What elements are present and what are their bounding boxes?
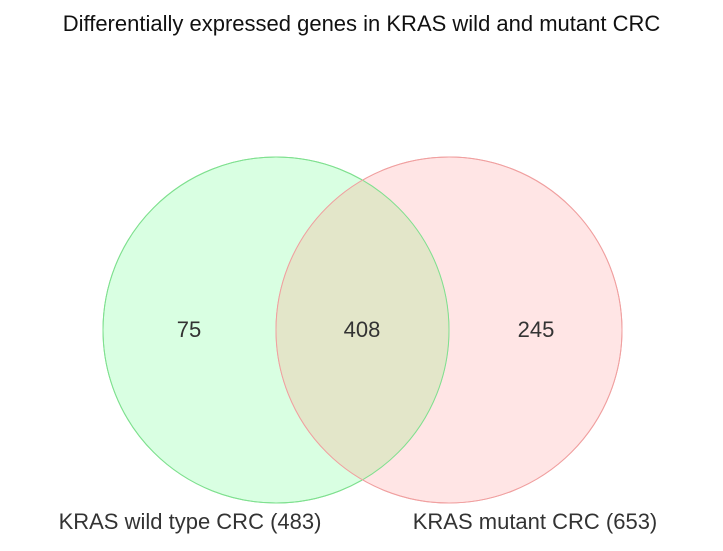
set-a-label: KRAS wild type CRC (483) — [58, 509, 322, 534]
count-only-b: 245 — [518, 317, 555, 342]
intersection-region — [276, 157, 449, 503]
set-a-outline — [102, 156, 450, 504]
set-b-label: KRAS mutant CRC (653) — [412, 509, 658, 534]
chart-title: Differentially expressed genes in KRAS w… — [62, 11, 661, 36]
count-only-a: 75 — [177, 317, 201, 342]
set-b-outline — [275, 156, 623, 504]
count-intersection: 408 — [344, 317, 381, 342]
